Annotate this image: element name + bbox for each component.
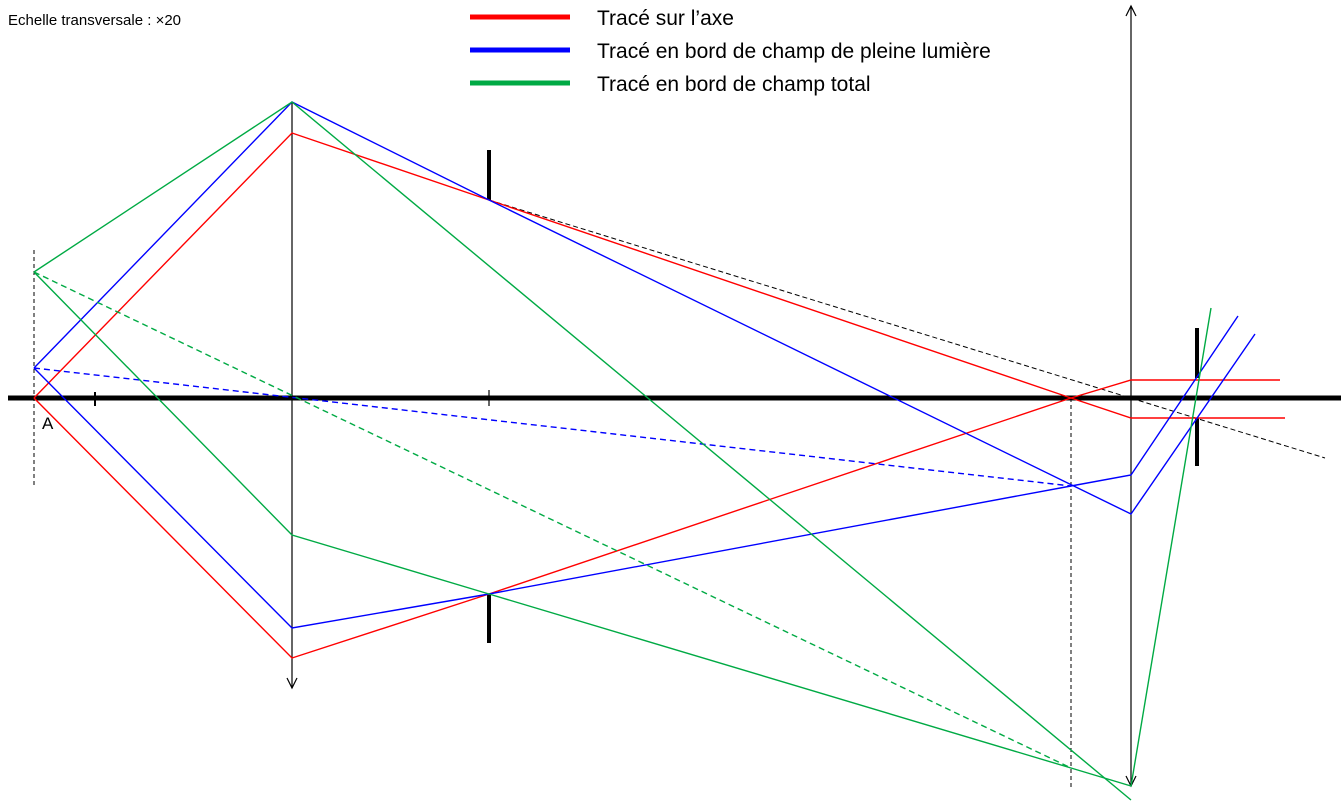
blue-ray-upper	[33, 101, 1256, 515]
blue-ray-lower	[33, 315, 1239, 629]
scale-note: Echelle transversale : ×20	[8, 12, 181, 29]
blue-chief-ray	[33, 367, 1072, 487]
construction-line	[488, 199, 1326, 459]
point-label-a: A	[42, 414, 54, 433]
green-ray-upper	[33, 101, 1132, 801]
legend-label-green: Tracé en bord de champ total	[597, 73, 871, 96]
red-rays	[33, 132, 1285, 659]
blue-rays	[33, 101, 1256, 629]
green-rays	[33, 101, 1212, 801]
red-ray-lower	[33, 379, 1280, 659]
legend: Tracé sur l’axe Tracé en bord de champ d…	[470, 7, 991, 96]
green-ray-lower	[33, 271, 1212, 787]
legend-label-blue: Tracé en bord de champ de pleine lumière	[597, 40, 991, 63]
red-ray-upper	[33, 132, 1285, 419]
legend-label-red: Tracé sur l’axe	[597, 7, 734, 30]
green-chief-ray	[33, 271, 1072, 769]
